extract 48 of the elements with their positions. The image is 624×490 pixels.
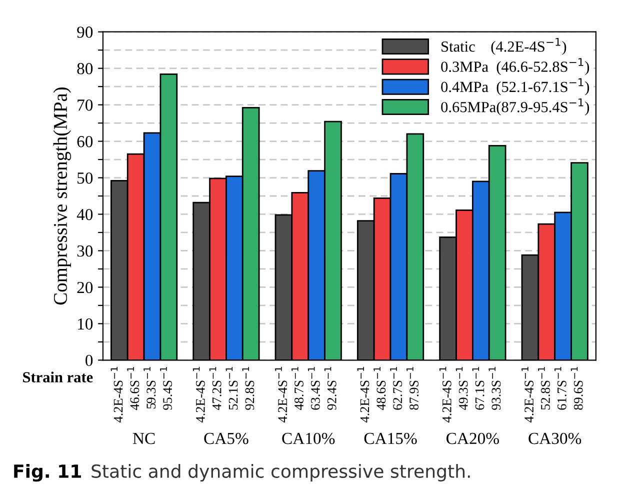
text: 4.2E-4S$^{−1}$: [439, 366, 452, 422]
y-tick-label: 90: [77, 26, 93, 38]
text: 95.4S$^{−1}$: [160, 366, 172, 410]
legend-label: Static (4.2E-4S$^{−1}$): [442, 38, 566, 55]
text: 89.6S$^{−1}$: [570, 366, 583, 410]
y-tick-label: 60: [77, 136, 93, 148]
y-tick-label: 10: [78, 318, 93, 330]
legend-label: 0.65MPa(87.9-95.4S$^{−1}$): [441, 98, 590, 116]
y-axis-title: Compressive strength(MPa): [53, 87, 72, 305]
text: 92.8S$^{−1}$: [242, 366, 254, 410]
text: 4.2E-4S$^{−1}$: [192, 366, 205, 422]
y-tick-label: 30: [77, 245, 93, 257]
text: 46.6S$^{−1}$: [127, 366, 140, 410]
y-tick-label: 50: [78, 172, 93, 184]
text: 67.1S$^{−1}$: [472, 366, 484, 410]
text: 4.2E-4S$^{−1}$: [522, 366, 534, 422]
text: 61.7S$^{−1}$: [554, 366, 566, 410]
legend-label: 0.3MPa (46.6-52.8S$^{−1}$): [441, 58, 590, 76]
caption: Fig. 11: [14, 464, 81, 482]
text: 52.1S$^{−1}$: [226, 366, 238, 410]
x-tick-label: CA5%: [204, 432, 248, 444]
y-tick-label: 70: [78, 100, 93, 111]
y-tick-label: 40: [76, 208, 93, 220]
text: 4.2E-4S$^{−1}$: [357, 366, 370, 422]
x-tick-label: NC: [132, 432, 155, 444]
text: Static and dynamic compressive strength.: [92, 464, 470, 482]
text: 92.4S$^{−1}$: [324, 366, 336, 410]
text: 48.6S$^{−1}$: [374, 366, 386, 410]
text: 49.3S$^{−1}$: [456, 366, 468, 410]
x-tick-label: CA15%: [364, 432, 417, 444]
text: 62.7S$^{−1}$: [390, 366, 402, 410]
text: 4.2E-4S$^{−1}$: [110, 366, 123, 422]
y-tick-label: 20: [77, 282, 93, 294]
x-tick-label: CA10%: [282, 432, 335, 444]
text: 93.3S$^{−1}$: [488, 366, 501, 410]
x-tick-label: CA30%: [528, 432, 582, 444]
text: 52.8S$^{−1}$: [538, 366, 550, 410]
text: 63.4S$^{−1}$: [308, 366, 320, 410]
text: 48.7S$^{−1}$: [292, 366, 304, 410]
text: 59.3S$^{−1}$: [144, 366, 156, 408]
x-tick-label: CA20%: [446, 432, 499, 444]
text: 87.9S$^{−1}$: [406, 366, 419, 410]
text: 47.2S$^{−1}$: [209, 366, 222, 410]
legend-label: 0.4MPa (52.1-67.1S$^{−1}$): [441, 78, 590, 96]
text: Strain rate: [23, 372, 93, 382]
y-tick-label: 80: [77, 63, 93, 74]
text: 4.2E-4S$^{−1}$: [275, 366, 288, 422]
y-tick-label: 0: [86, 354, 93, 366]
